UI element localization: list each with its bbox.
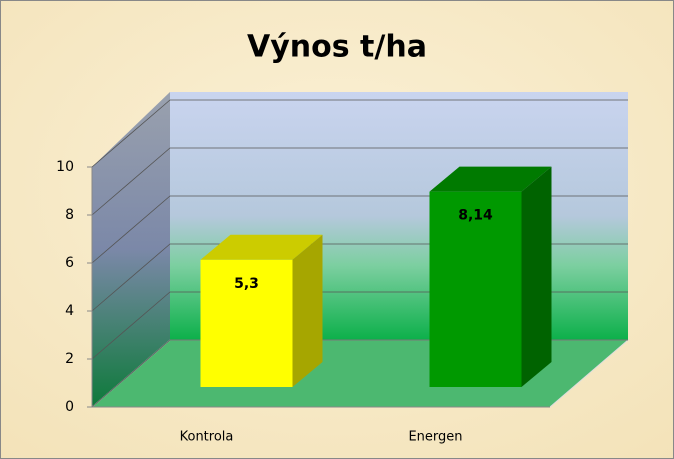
y-tick-label: 10 (56, 159, 74, 175)
bar (200, 259, 293, 387)
y-tick-label: 2 (65, 351, 74, 367)
y-tick-label: 6 (65, 255, 74, 271)
bar-top (200, 234, 323, 260)
x-tick-label: Energen (408, 430, 462, 445)
y-tick-label: 0 (65, 399, 74, 415)
grid-line (91, 99, 628, 168)
y-tick-label: 4 (65, 303, 74, 319)
bar (429, 191, 522, 387)
bar-side (292, 234, 323, 387)
x-tick-label: Kontrola (180, 430, 234, 445)
side-wall (92, 92, 170, 407)
y-tick-label: 8 (65, 207, 74, 223)
chart-title: Výnos t/ha (247, 30, 427, 65)
value-label: 5,3 (234, 276, 259, 292)
grid-line (91, 147, 628, 216)
value-label: 8,14 (458, 208, 493, 224)
bar-top (429, 166, 552, 192)
bar-side (521, 166, 552, 387)
